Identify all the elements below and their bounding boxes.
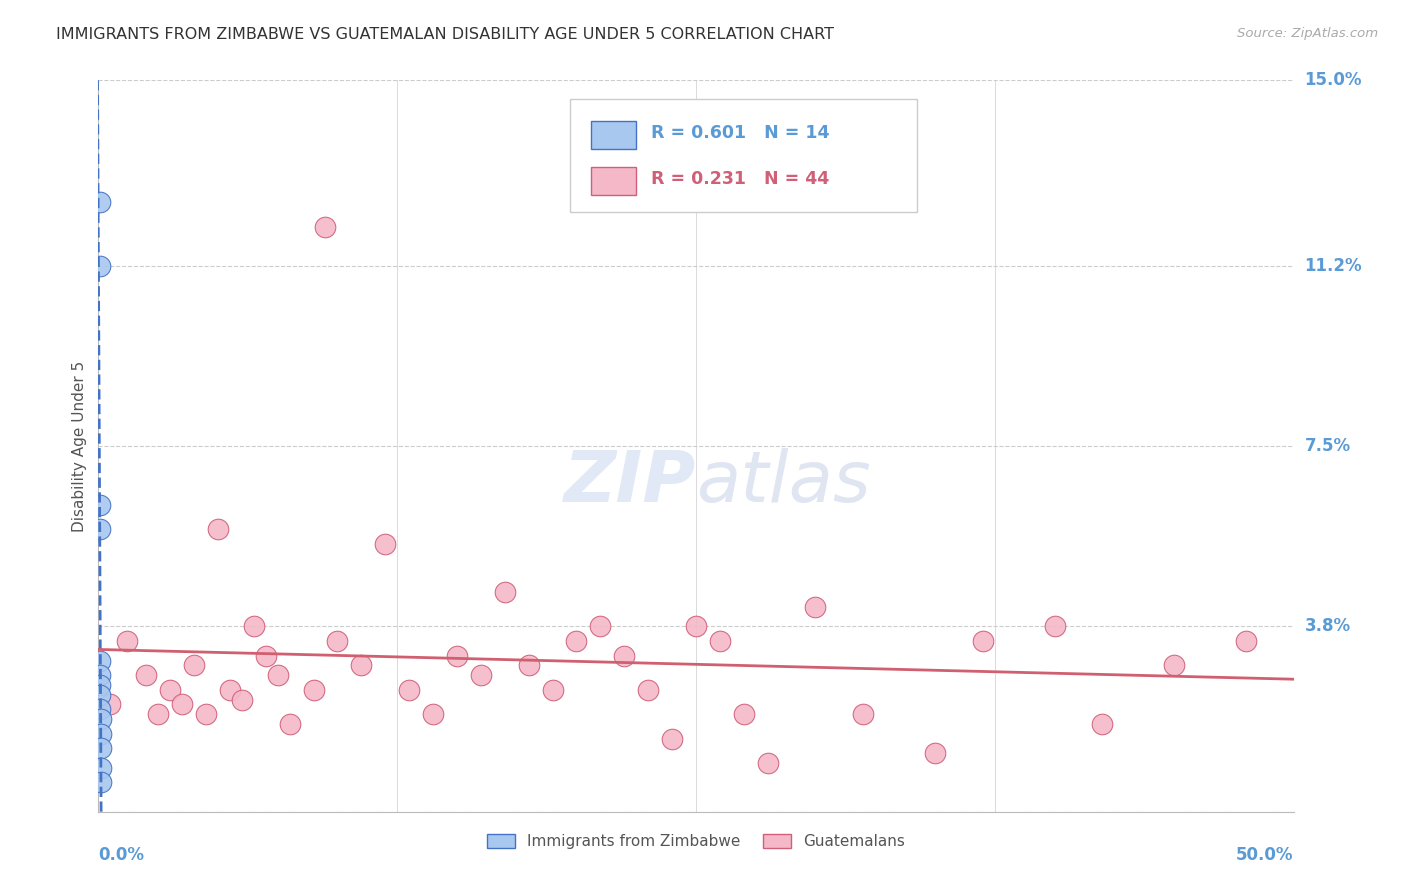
Point [278,717,301,731]
Point [207,522,229,536]
Point [756,756,779,770]
Text: 0.0%: 0.0% [98,847,145,864]
FancyBboxPatch shape [591,121,637,149]
Text: Source: ZipAtlas.com: Source: ZipAtlas.com [1237,27,1378,40]
Text: 3.8%: 3.8% [1305,617,1351,635]
Point [1163,658,1185,673]
Point [709,634,731,648]
Point [219,682,242,697]
Point [148,707,170,722]
Point [135,668,157,682]
Point [231,692,253,706]
Point [685,619,707,633]
Point [565,634,588,648]
Point [267,668,290,682]
Point [302,682,325,697]
Text: 7.5%: 7.5% [1305,437,1351,455]
Point [89,678,111,692]
Point [254,648,277,663]
Point [89,498,111,512]
Point [733,707,755,722]
Point [98,698,122,712]
Point [374,536,396,550]
Point [89,195,111,210]
Text: 50.0%: 50.0% [1236,847,1294,864]
Text: R = 0.231   N = 44: R = 0.231 N = 44 [651,170,828,188]
Text: ZIP: ZIP [564,448,696,517]
Point [90,727,112,741]
Point [159,682,181,697]
Text: 15.0%: 15.0% [1305,71,1362,89]
Point [972,634,994,648]
FancyBboxPatch shape [591,168,637,195]
Point [1234,634,1257,648]
Point [90,712,112,726]
Text: R = 0.601   N = 14: R = 0.601 N = 14 [651,124,830,142]
Point [1091,717,1114,731]
Point [517,658,540,673]
Point [541,682,564,697]
Point [89,668,111,682]
Point [637,682,659,697]
Text: atlas: atlas [696,448,870,517]
Point [90,761,112,775]
Point [89,688,111,702]
Point [494,585,516,599]
Point [804,599,827,614]
Point [315,219,337,234]
Point [422,707,444,722]
Point [183,658,205,673]
Point [115,634,138,648]
Point [172,698,194,712]
Point [326,634,349,648]
Point [243,619,266,633]
Legend: Immigrants from Zimbabwe, Guatemalans: Immigrants from Zimbabwe, Guatemalans [481,828,911,855]
Point [90,775,112,789]
Point [350,658,373,673]
Point [398,682,420,697]
FancyBboxPatch shape [571,99,917,212]
Point [1043,619,1066,633]
Point [924,746,946,760]
Point [89,259,111,273]
Point [195,707,218,722]
Point [852,707,875,722]
Y-axis label: Disability Age Under 5: Disability Age Under 5 [72,360,87,532]
Point [470,668,492,682]
Point [661,731,683,746]
Text: 11.2%: 11.2% [1305,257,1362,275]
Point [89,654,111,668]
Point [90,741,112,756]
Point [613,648,636,663]
Point [589,619,612,633]
Point [89,702,111,716]
Point [89,522,111,536]
Text: IMMIGRANTS FROM ZIMBABWE VS GUATEMALAN DISABILITY AGE UNDER 5 CORRELATION CHART: IMMIGRANTS FROM ZIMBABWE VS GUATEMALAN D… [56,27,834,42]
Point [446,648,468,663]
